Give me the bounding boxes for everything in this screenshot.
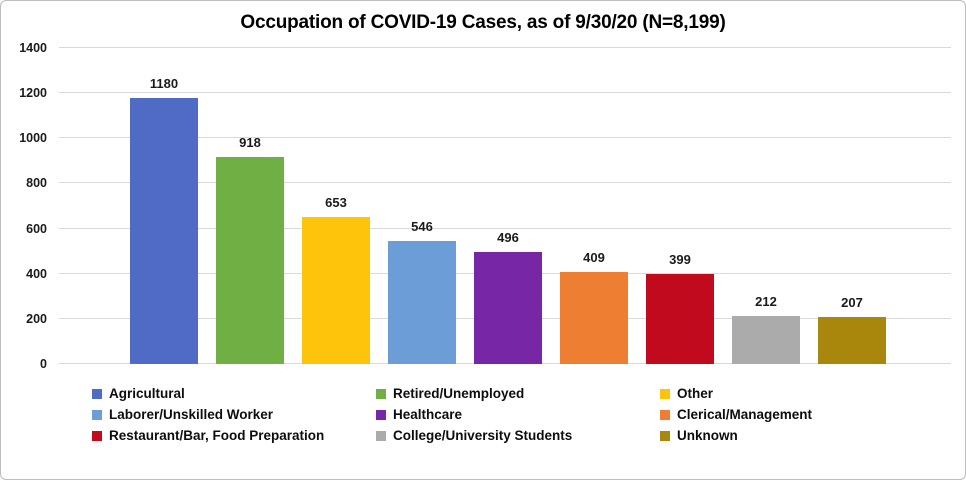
legend-swatch-icon <box>92 388 102 399</box>
legend-swatch-icon <box>92 430 102 441</box>
bar-value-label: 1180 <box>149 76 179 91</box>
bar-other <box>302 217 370 364</box>
legend-label: Laborer/Unskilled Worker <box>109 407 274 422</box>
bar-value-label: 212 <box>755 294 777 309</box>
legend-item-healthcare: Healthcare <box>376 407 660 422</box>
legend-label: Retired/Unemployed <box>393 386 525 401</box>
h-gridline <box>59 92 951 93</box>
bar-college-university-students <box>732 316 800 364</box>
y-axis-tick-label: 600 <box>26 222 47 236</box>
legend-label: Restaurant/Bar, Food Preparation <box>109 428 325 443</box>
bar-clerical-management <box>560 272 628 364</box>
legend-label: College/University Students <box>393 428 573 443</box>
legend-item-unknown: Unknown <box>660 428 965 443</box>
legend-swatch-icon <box>660 388 670 399</box>
bar-laborer-unskilled-worker <box>388 241 456 364</box>
bar-value-label: 918 <box>239 135 261 150</box>
y-axis-tick-label: 400 <box>26 267 47 281</box>
legend-item-clerical-management: Clerical/Management <box>660 407 965 422</box>
legend-label: Healthcare <box>393 407 463 422</box>
legend-label: Agricultural <box>109 386 185 401</box>
h-gridline <box>59 137 951 138</box>
bar-value-label: 496 <box>497 230 519 245</box>
bar-value-label: 399 <box>669 252 691 267</box>
legend-swatch-icon <box>92 409 102 420</box>
y-axis-tick-label: 1200 <box>19 86 47 100</box>
h-gridline <box>59 47 951 48</box>
legend-swatch-icon <box>660 430 670 441</box>
legend-label: Other <box>677 386 714 401</box>
bar-retired-unemployed <box>216 157 284 364</box>
bar-healthcare <box>474 252 542 364</box>
legend-swatch-icon <box>376 430 386 441</box>
y-axis-tick-label: 1400 <box>19 41 47 55</box>
bar-value-label: 207 <box>841 295 863 310</box>
bar-agricultural <box>130 98 198 364</box>
chart-title: Occupation of COVID-19 Cases, as of 9/30… <box>240 12 726 33</box>
legend: Agricultural Retired/Unemployed Other Labor… <box>1 386 965 443</box>
legend-swatch-icon <box>660 409 670 420</box>
y-axis-tick-label: 200 <box>26 312 47 326</box>
h-gridline <box>59 182 951 183</box>
legend-swatch-icon <box>376 409 386 420</box>
legend-label: Unknown <box>677 428 738 443</box>
legend-item-retired-unemployed: Retired/Unemployed <box>376 386 660 401</box>
plot-area: 0 200 400 600 800 1000 1200 1400 1180 918 653 546 49… <box>1 41 965 371</box>
bar-unknown <box>818 317 886 364</box>
y-axis-tick-label: 0 <box>40 357 47 371</box>
legend-swatch-icon <box>376 388 386 399</box>
y-axis-tick-label: 1000 <box>19 131 47 145</box>
bar-value-label: 409 <box>583 250 605 265</box>
y-axis-tick-label: 800 <box>26 176 47 190</box>
bar-restaurant-bar-food-preparation <box>646 274 714 364</box>
h-gridline <box>59 228 951 229</box>
bar-value-label: 546 <box>411 219 433 234</box>
legend-item-other: Other <box>660 386 965 401</box>
legend-item-laborer-unskilled-worker: Laborer/Unskilled Worker <box>92 407 376 422</box>
bar-value-label: 653 <box>325 195 347 210</box>
legend-label: Clerical/Management <box>677 407 813 422</box>
legend-item-agricultural: Agricultural <box>92 386 376 401</box>
legend-item-college-university-students: College/University Students <box>376 428 660 443</box>
legend-item-restaurant-bar-food-preparation: Restaurant/Bar, Food Preparation <box>92 428 376 443</box>
